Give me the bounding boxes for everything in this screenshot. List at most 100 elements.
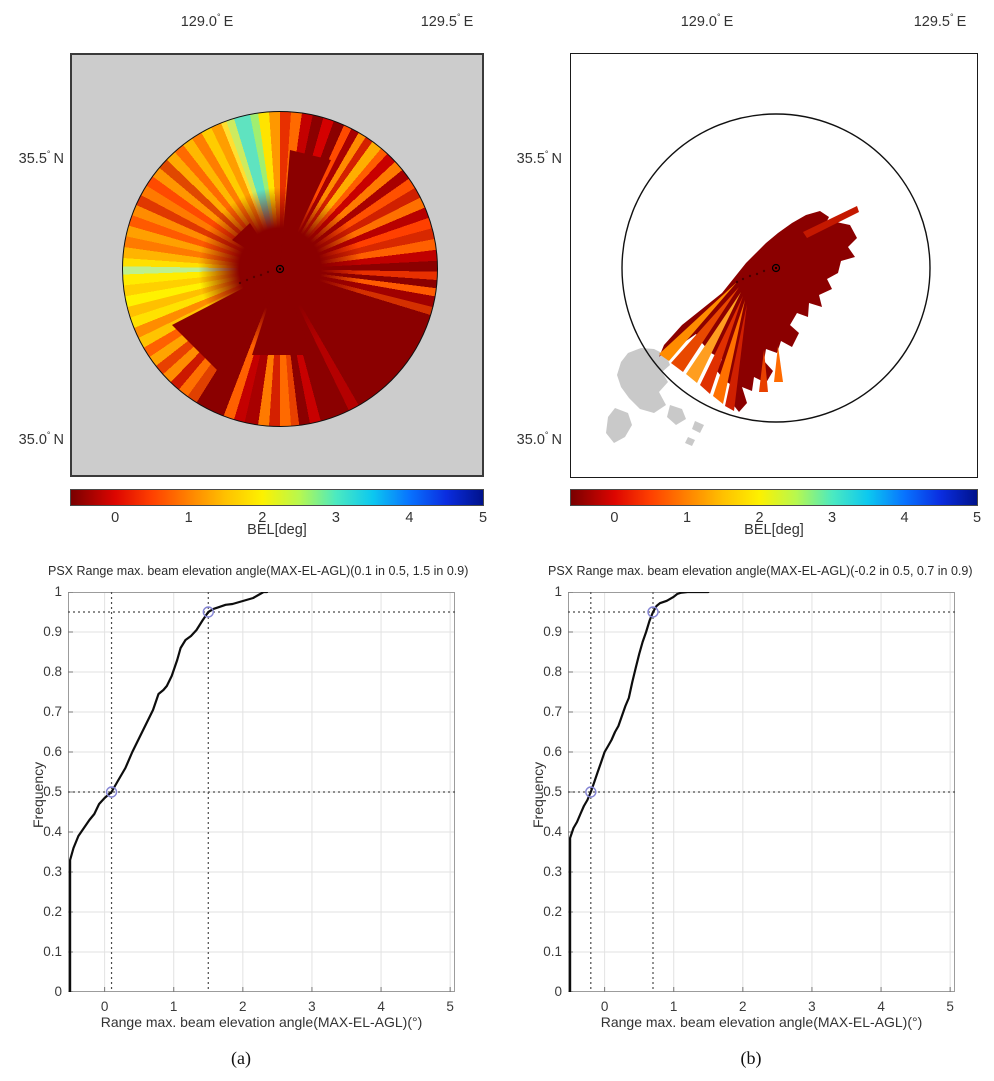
caption-a: (a)	[231, 1048, 251, 1068]
land-outside-coverage	[685, 437, 695, 446]
y-tick-label: 0.5	[43, 784, 62, 799]
radar-site-marker	[275, 264, 285, 274]
x-tick-label: 3	[808, 999, 816, 1014]
colorbar-a: 0 1 2 3 4 5	[70, 489, 487, 526]
bel-beam-streak	[671, 287, 739, 372]
colorbar-tick: 0	[111, 510, 120, 526]
land-outside-coverage	[606, 408, 632, 443]
lat-label-b-2: 35.0° N	[516, 430, 562, 448]
lat-label-a-1: 35.5° N	[18, 149, 64, 167]
colorbar-tick: 5	[478, 510, 488, 526]
bel-map-land-frame	[570, 53, 978, 478]
y-tick-label: 0.2	[43, 904, 62, 919]
chart-a-title: PSX Range max. beam elevation angle(MAX-…	[48, 564, 469, 578]
dark-terrain-arm	[172, 269, 280, 375]
colorbar-b-label: BEL[deg]	[744, 522, 804, 538]
dark-terrain-arm	[280, 150, 331, 269]
colorbar-tick: 0	[610, 510, 619, 526]
y-tick-label: 0	[54, 984, 62, 999]
terrain-dot	[748, 274, 752, 278]
land-bel-surface	[659, 211, 857, 412]
x-tick-label: 1	[669, 999, 678, 1014]
cdf-curve	[68, 592, 269, 992]
colorbar-tick: 1	[682, 510, 692, 526]
y-tick-label: 1	[554, 584, 562, 599]
colorbar-tick: 4	[405, 510, 414, 526]
cdf-a-svg	[68, 592, 455, 992]
chart-b-xlabel: Range max. beam elevation angle(MAX-EL-A…	[600, 1014, 923, 1030]
x-tick-label: 0	[600, 999, 609, 1014]
y-tick-label: 0.4	[43, 824, 62, 839]
x-tick-label: 4	[377, 999, 385, 1014]
quantile-marker	[647, 606, 659, 618]
radar-map-overlay	[172, 150, 331, 375]
y-tick-label: 0.6	[543, 744, 562, 759]
y-tick-label: 0.3	[43, 864, 62, 879]
caption-b: (b)	[740, 1048, 762, 1068]
y-tick-label: 0.3	[543, 864, 562, 879]
quantile-marker	[105, 786, 118, 798]
colorbar-tick: 5	[972, 510, 982, 526]
bel-beam-streak	[686, 292, 741, 383]
terrain-dot	[245, 278, 249, 282]
y-tick-label: 0.6	[43, 744, 62, 759]
terrain-dot	[762, 269, 766, 273]
x-tick-label: 0	[100, 999, 109, 1014]
land-outside-coverage	[617, 348, 670, 413]
radar-site-marker-dot	[774, 266, 778, 270]
terrain-dot	[259, 273, 263, 277]
bel-map-full-frame	[70, 53, 484, 477]
colorbar-tick: 1	[184, 510, 193, 526]
y-tick-label: 0.1	[43, 944, 62, 959]
lon-label-b-2: 129.5° E	[913, 12, 967, 30]
y-tick-label: 0.8	[543, 664, 562, 679]
x-tick-label: 5	[946, 999, 954, 1014]
x-tick-label: 2	[739, 999, 747, 1014]
y-tick-label: 0.9	[543, 624, 562, 639]
y-tick-label: 0.7	[43, 704, 62, 719]
terrain-dot	[266, 270, 270, 274]
terrain-dot	[755, 272, 759, 276]
quantile-marker	[202, 606, 214, 618]
lat-label-b-1: 35.5° N	[516, 149, 562, 167]
colorbar-tick: 4	[900, 510, 909, 526]
bel-beam-streak	[725, 304, 747, 411]
y-tick-label: 0	[554, 984, 562, 999]
bel-beam-streak	[759, 350, 768, 392]
bel-beam-streak	[700, 296, 743, 394]
bel-beam-streak	[803, 206, 859, 238]
cdf-curve	[568, 592, 710, 992]
bel-beam-streak	[774, 346, 783, 382]
x-tick-label: 4	[877, 999, 885, 1014]
colorbar-tick: 2	[755, 510, 764, 526]
lat-label-a-2: 35.0° N	[18, 430, 64, 448]
dark-terrain-arm	[232, 223, 280, 269]
x-tick-label: 5	[446, 999, 454, 1014]
cdf-b-svg	[568, 592, 955, 992]
chart-b-plot-area	[568, 592, 955, 992]
lon-label-a-1: 129.0° E	[180, 12, 234, 30]
colorbar-tick: 2	[258, 510, 267, 526]
dark-terrain-arm	[252, 269, 312, 355]
x-tick-label: 2	[239, 999, 247, 1014]
chart-a-xlabel: Range max. beam elevation angle(MAX-EL-A…	[100, 1014, 423, 1030]
radar-site-marker	[771, 263, 781, 273]
quantile-marker	[585, 786, 597, 798]
x-tick-label: 1	[169, 999, 178, 1014]
y-tick-label: 0.8	[43, 664, 62, 679]
land-outside-coverage	[692, 421, 704, 433]
land-outside-coverage	[667, 405, 686, 425]
colorbar-tick: 3	[331, 510, 340, 526]
y-tick-label: 0.9	[43, 624, 62, 639]
terrain-dot	[252, 275, 256, 279]
land-bel-map	[606, 113, 931, 446]
y-tick-label: 1	[54, 584, 62, 599]
y-tick-label: 0.7	[543, 704, 562, 719]
bel-beam-streak	[659, 282, 737, 361]
coverage-range-ring	[621, 113, 931, 423]
terrain-dot	[741, 277, 745, 281]
radar-site-marker-dot	[278, 267, 282, 271]
x-tick-label: 3	[308, 999, 316, 1014]
y-tick-label: 0.2	[543, 904, 562, 919]
